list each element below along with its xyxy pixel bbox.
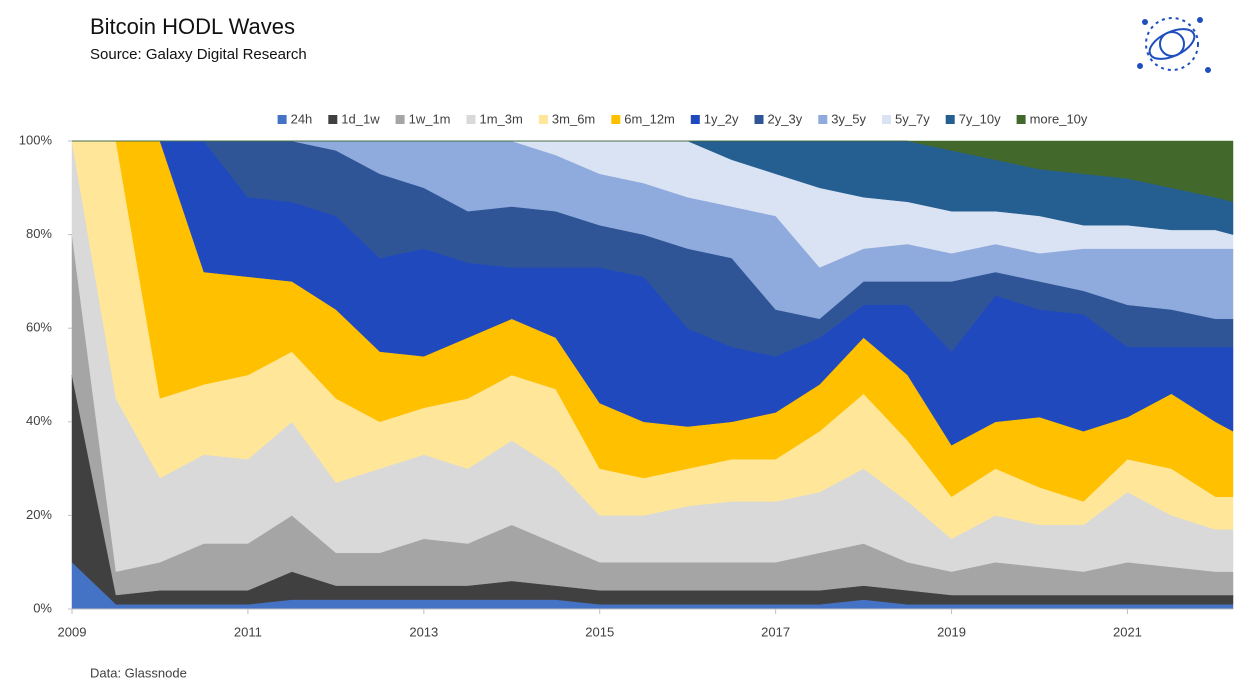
legend-item: 1w_1m bbox=[395, 111, 451, 126]
x-tick-label: 2011 bbox=[234, 624, 262, 639]
legend-item: 6m_12m bbox=[611, 111, 675, 126]
legend-item: 1m_3m bbox=[466, 111, 523, 126]
y-tick-label: 40% bbox=[26, 413, 52, 428]
legend-label: 3m_6m bbox=[552, 111, 595, 126]
legend-swatch bbox=[945, 115, 955, 124]
area bbox=[72, 140, 1234, 203]
legend-label: 3y_5y bbox=[831, 111, 866, 126]
y-tick-label: 100% bbox=[19, 132, 53, 147]
legend-swatch bbox=[277, 115, 287, 124]
x-tick-label: 2017 bbox=[761, 624, 790, 639]
legend-item: 1y_2y bbox=[690, 111, 739, 126]
x-tick-label: 2021 bbox=[1113, 624, 1142, 639]
x-tick-label: 2015 bbox=[585, 624, 614, 639]
legend-swatch bbox=[395, 115, 405, 124]
legend-swatch bbox=[611, 115, 621, 124]
legend-item: 3y_5y bbox=[818, 111, 866, 126]
legend-label: 1w_1m bbox=[409, 111, 451, 126]
legend-item: 5y_7y bbox=[882, 111, 930, 126]
legend-swatch bbox=[754, 115, 764, 124]
legend-item: more_10y bbox=[1016, 111, 1088, 126]
y-tick-label: 60% bbox=[26, 320, 52, 335]
legend-swatch bbox=[690, 115, 700, 124]
x-tick-label: 2019 bbox=[937, 624, 966, 639]
legend-item: 7y_10y bbox=[945, 111, 1001, 126]
areas bbox=[71, 140, 1234, 610]
legend: 24h 1d_1w 1w_1m 1m_3m 3m_6m 6m_12m 1y_2y 2y_3y 3… bbox=[277, 111, 1088, 126]
legend-swatch bbox=[1016, 115, 1026, 124]
chart-subtitle: Source: Galaxy Digital Research bbox=[90, 46, 307, 63]
legend-label: 2y_3y bbox=[768, 111, 803, 126]
legend-swatch bbox=[882, 115, 891, 124]
legend-swatch bbox=[328, 115, 338, 124]
x-tick-label: 2009 bbox=[58, 624, 87, 639]
y-tick-label: 0% bbox=[33, 600, 52, 615]
legend-item: 3m_6m bbox=[538, 111, 595, 126]
legend-item: 24h bbox=[277, 111, 313, 126]
legend-item: 2y_3y bbox=[754, 111, 803, 126]
legend-label: 5y_7y bbox=[895, 111, 930, 126]
logo bbox=[1137, 17, 1211, 73]
legend-swatch bbox=[538, 115, 548, 124]
chart-title: Bitcoin HODL Waves bbox=[90, 14, 295, 39]
legend-label: 24h bbox=[291, 111, 313, 126]
x-tick-label: 2013 bbox=[409, 624, 438, 639]
legend-item: 1d_1w bbox=[328, 111, 380, 126]
legend-label: 1m_3m bbox=[480, 111, 523, 126]
legend-label: 1d_1w bbox=[341, 111, 380, 126]
y-tick-label: 20% bbox=[26, 507, 52, 522]
legend-swatch bbox=[818, 115, 828, 124]
footnote: Data: Glassnode bbox=[90, 665, 187, 680]
legend-swatch bbox=[466, 115, 476, 124]
legend-label: 6m_12m bbox=[624, 111, 675, 126]
y-tick-label: 80% bbox=[26, 226, 52, 241]
legend-label: more_10y bbox=[1030, 111, 1088, 126]
legend-label: 1y_2y bbox=[704, 111, 739, 126]
legend-label: 7y_10y bbox=[959, 111, 1001, 126]
